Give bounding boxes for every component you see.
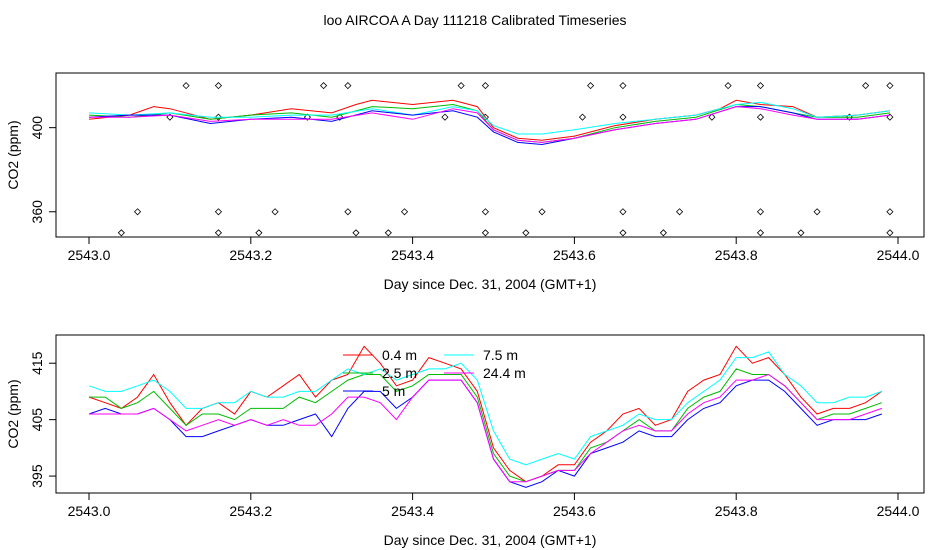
data-marker — [724, 82, 732, 90]
x-tick-label: 2544.0 — [877, 503, 920, 519]
data-marker — [886, 113, 894, 121]
y-tick-label: 360 — [29, 200, 45, 224]
data-marker — [538, 208, 546, 216]
data-marker — [619, 208, 627, 216]
data-marker — [886, 208, 894, 216]
y-tick-label: 395 — [29, 464, 45, 488]
data-marker — [619, 113, 627, 121]
series-line-2 — [88, 379, 882, 488]
x-tick-label: 2543.8 — [715, 247, 758, 263]
x-tick-label: 2543.4 — [391, 503, 434, 519]
series-line-1 — [89, 368, 882, 483]
y-tick-label: 415 — [29, 351, 45, 375]
bottom-plot-frame — [55, 334, 925, 494]
data-marker — [756, 229, 765, 237]
x-tick-label: 2544.0 — [877, 247, 920, 263]
legend: 0.4 m 2.5 m 5 m 7.5 m 24.4 m — [343, 347, 526, 399]
data-marker — [522, 229, 530, 237]
data-marker — [862, 82, 870, 90]
data-marker — [619, 82, 627, 90]
x-tick-label: 2543.4 — [391, 247, 434, 263]
data-marker — [214, 208, 223, 216]
top-plot-frame — [55, 72, 925, 238]
data-marker — [797, 229, 805, 237]
series-line-3 — [88, 351, 882, 466]
data-marker — [271, 208, 279, 216]
series-line-4 — [89, 373, 882, 483]
data-marker — [886, 229, 894, 237]
bottom-xlabel: Day since Dec. 31, 2004 (GMT+1) — [384, 532, 597, 548]
data-marker — [214, 113, 223, 121]
data-marker — [166, 113, 174, 121]
data-marker — [481, 82, 489, 90]
data-marker — [659, 229, 667, 237]
x-tick-label: 2543.0 — [68, 503, 111, 519]
legend-label: 7.5 m — [483, 347, 518, 363]
data-marker — [182, 82, 190, 90]
data-marker — [708, 113, 716, 121]
data-marker — [336, 113, 344, 121]
data-marker — [214, 82, 223, 90]
data-marker — [117, 229, 125, 237]
chart-title: loo AIRCOA A Day 111218 Calibrated Times… — [324, 12, 627, 28]
data-marker — [352, 229, 360, 237]
data-marker — [344, 208, 352, 216]
data-marker — [214, 229, 223, 237]
data-marker — [320, 82, 328, 90]
data-marker — [587, 82, 595, 90]
data-marker — [578, 113, 587, 121]
data-marker — [756, 113, 765, 121]
data-marker — [441, 113, 449, 121]
data-marker — [400, 208, 409, 216]
data-marker — [255, 229, 263, 237]
data-marker — [344, 82, 352, 90]
series-line-0 — [88, 99, 890, 141]
data-marker — [384, 229, 392, 237]
top-ylabel: CO2 (ppm) — [5, 120, 21, 189]
bottom-panel: CO2 (ppm) Day since Dec. 31, 2004 (GMT+1… — [5, 334, 925, 548]
legend-label: 24.4 m — [483, 365, 526, 381]
series-line-0 — [88, 345, 883, 483]
x-tick-label: 2543.6 — [553, 247, 596, 263]
top-panel: CO2 (ppm) Day since Dec. 31, 2004 (GMT+1… — [5, 72, 925, 292]
data-marker — [845, 113, 854, 121]
data-marker — [886, 82, 894, 90]
data-marker — [303, 113, 311, 121]
top-xlabel: Day since Dec. 31, 2004 (GMT+1) — [384, 276, 597, 292]
bottom-ylabel: CO2 (ppm) — [5, 379, 21, 448]
legend-label: 5 m — [382, 383, 405, 399]
legend-label: 0.4 m — [382, 347, 417, 363]
data-marker — [481, 208, 489, 216]
legend-label: 2.5 m — [382, 365, 417, 381]
y-tick-label: 405 — [29, 408, 45, 432]
data-marker — [619, 229, 627, 237]
data-marker — [481, 229, 489, 237]
x-tick-label: 2543.2 — [229, 247, 272, 263]
y-tick-label: 400 — [29, 116, 45, 140]
data-marker — [457, 82, 465, 90]
data-marker — [756, 82, 765, 90]
data-marker — [756, 208, 765, 216]
x-tick-label: 2543.6 — [553, 503, 596, 519]
series-line-4 — [89, 106, 890, 143]
series-line-2 — [88, 101, 890, 135]
data-marker — [813, 208, 821, 216]
x-tick-label: 2543.2 — [229, 503, 272, 519]
x-tick-label: 2543.8 — [715, 503, 758, 519]
x-tick-label: 2543.0 — [68, 247, 111, 263]
data-marker — [676, 208, 684, 216]
data-marker — [133, 208, 142, 216]
